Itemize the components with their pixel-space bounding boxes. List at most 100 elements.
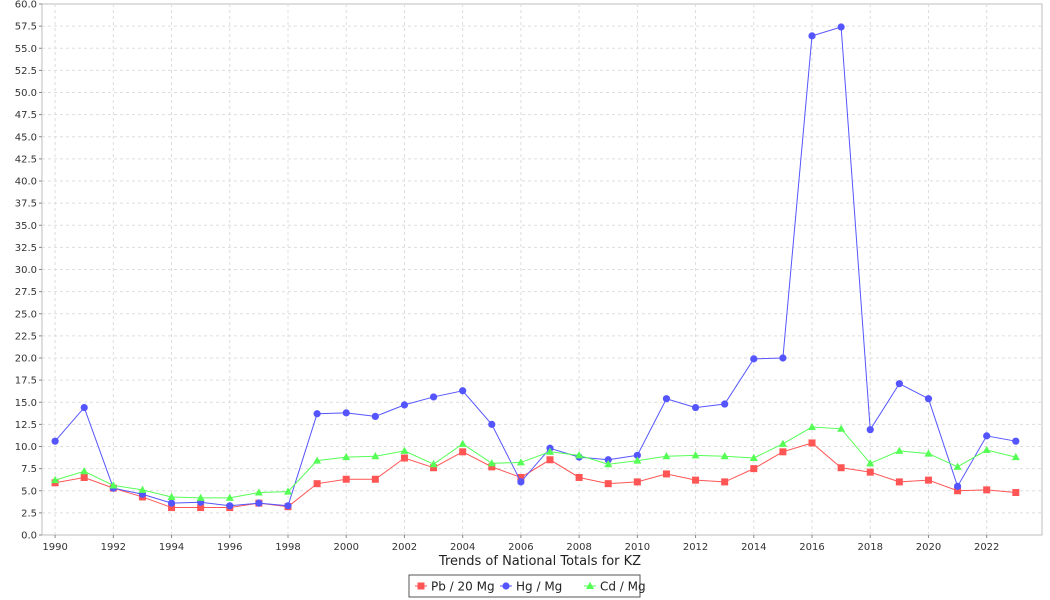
series-cd-mg xyxy=(51,422,1020,501)
series-line-cd-mg xyxy=(54,426,1016,499)
x-tick-label: 2002 xyxy=(392,542,417,553)
y-tick-label: 40.0 xyxy=(15,177,37,188)
data-point-pb-20-mg xyxy=(983,486,991,494)
data-point-cd-mg xyxy=(866,459,875,467)
x-tick-label: 1996 xyxy=(217,542,242,553)
data-point-pb-20-mg xyxy=(721,478,729,486)
data-point-cd-mg xyxy=(1011,452,1020,461)
y-tick-label: 27.5 xyxy=(15,287,37,298)
data-point-pb-20-mg xyxy=(313,480,321,488)
data-point-cd-mg xyxy=(342,452,351,461)
data-point-cd-mg xyxy=(546,447,555,455)
data-point-pb-20-mg xyxy=(633,478,641,486)
legend-label: Cd / Mg xyxy=(600,580,646,594)
y-tick-label: 17.5 xyxy=(15,376,37,387)
data-point-cd-mg xyxy=(895,446,904,454)
y-tick-label: 10.0 xyxy=(15,442,37,453)
legend-marker xyxy=(586,581,594,589)
data-point-cd-mg xyxy=(429,460,438,468)
data-point-pb-20-mg xyxy=(924,476,932,484)
data-point-cd-mg xyxy=(808,422,817,431)
data-point-cd-mg xyxy=(196,493,205,501)
legend-marker xyxy=(502,582,510,590)
data-point-pb-20-mg xyxy=(575,473,583,481)
legend-item-hg-mg: Hg / Mg xyxy=(500,580,562,594)
data-point-cd-mg xyxy=(575,451,584,459)
legend-items: Pb / 20 Mg Hg / Mg Cd / Mg xyxy=(415,580,646,594)
y-tick-label: 42.5 xyxy=(15,154,37,165)
data-point-hg-mg xyxy=(983,432,991,440)
data-point-hg-mg xyxy=(750,355,758,363)
data-point-cd-mg xyxy=(458,439,467,447)
y-tick-label: 45.0 xyxy=(15,132,37,143)
data-point-hg-mg xyxy=(342,409,350,417)
data-point-hg-mg xyxy=(604,456,612,464)
x-tick-label: 2022 xyxy=(974,542,999,553)
data-point-hg-mg xyxy=(662,395,671,403)
data-point-hg-mg xyxy=(400,401,409,409)
data-point-hg-mg xyxy=(633,451,641,459)
data-point-cd-mg xyxy=(225,493,234,501)
y-tick-label: 52.5 xyxy=(15,66,37,77)
data-point-hg-mg xyxy=(429,393,438,401)
x-tick-label: 2016 xyxy=(799,542,824,553)
x-tick-label: 2014 xyxy=(741,542,766,553)
y-tick-label: 15.0 xyxy=(15,398,37,409)
x-tick-label: 2004 xyxy=(450,542,475,553)
y-tick-label: 12.5 xyxy=(15,420,37,431)
data-point-hg-mg xyxy=(284,502,292,510)
data-point-hg-mg xyxy=(721,400,729,408)
data-point-pb-20-mg xyxy=(895,478,903,486)
y-tick-label: 5.0 xyxy=(21,486,37,497)
data-point-hg-mg xyxy=(837,23,845,31)
data-point-pb-20-mg xyxy=(954,487,962,495)
data-point-hg-mg xyxy=(255,499,263,507)
x-tick-label: 2012 xyxy=(683,542,708,553)
data-point-pb-20-mg xyxy=(779,448,787,456)
series-line-pb-20-mg xyxy=(55,442,1016,509)
y-tick-label: 50.0 xyxy=(15,88,37,99)
data-point-cd-mg xyxy=(283,487,292,495)
y-tick-label: 57.5 xyxy=(15,22,37,33)
data-point-pb-20-mg xyxy=(692,476,700,484)
y-axis-ticks: 0.0 2.5 5.0 7.5 10.0 12.5 15.0 17.5 20.0 22.5 25.0… xyxy=(15,0,42,542)
data-point-hg-mg xyxy=(808,32,816,40)
data-point-pb-20-mg xyxy=(459,448,467,456)
legend-label: Hg / Mg xyxy=(516,580,562,594)
data-point-pb-20-mg xyxy=(197,504,205,512)
y-tick-label: 20.0 xyxy=(15,354,37,365)
x-tick-label: 2020 xyxy=(916,542,941,553)
data-point-hg-mg xyxy=(488,420,496,428)
data-point-cd-mg xyxy=(982,445,991,454)
y-tick-label: 22.5 xyxy=(15,331,37,342)
data-point-pb-20-mg xyxy=(662,470,670,478)
x-tick-label: 2018 xyxy=(858,542,883,553)
data-point-pb-20-mg xyxy=(604,480,612,488)
y-tick-label: 60.0 xyxy=(15,0,37,11)
data-point-hg-mg xyxy=(924,395,933,403)
data-point-pb-20-mg xyxy=(371,475,379,483)
legend-marker xyxy=(417,582,425,590)
data-point-cd-mg xyxy=(778,439,787,447)
legend-item-pb-20-mg: Pb / 20 Mg xyxy=(415,580,495,594)
data-point-pb-20-mg xyxy=(342,475,350,483)
data-point-pb-20-mg xyxy=(866,468,874,476)
data-point-cd-mg xyxy=(167,492,176,500)
data-point-cd-mg xyxy=(720,452,729,460)
x-tick-label: 1998 xyxy=(275,542,300,553)
x-tick-label: 2000 xyxy=(333,542,358,553)
data-point-pb-20-mg xyxy=(546,456,554,464)
data-point-cd-mg xyxy=(662,452,671,460)
data-point-cd-mg xyxy=(924,449,933,457)
grid-lines xyxy=(42,4,1042,535)
x-tick-label: 2006 xyxy=(508,542,533,553)
x-tick-label: 1994 xyxy=(159,542,184,553)
y-tick-label: 47.5 xyxy=(15,110,37,121)
data-point-hg-mg xyxy=(895,380,903,388)
data-point-cd-mg xyxy=(837,424,846,432)
data-point-cd-mg xyxy=(254,488,263,496)
data-point-hg-mg xyxy=(1012,437,1020,445)
data-point-cd-mg xyxy=(109,481,118,489)
x-tick-label: 2008 xyxy=(566,542,591,553)
data-point-pb-20-mg xyxy=(750,465,758,473)
